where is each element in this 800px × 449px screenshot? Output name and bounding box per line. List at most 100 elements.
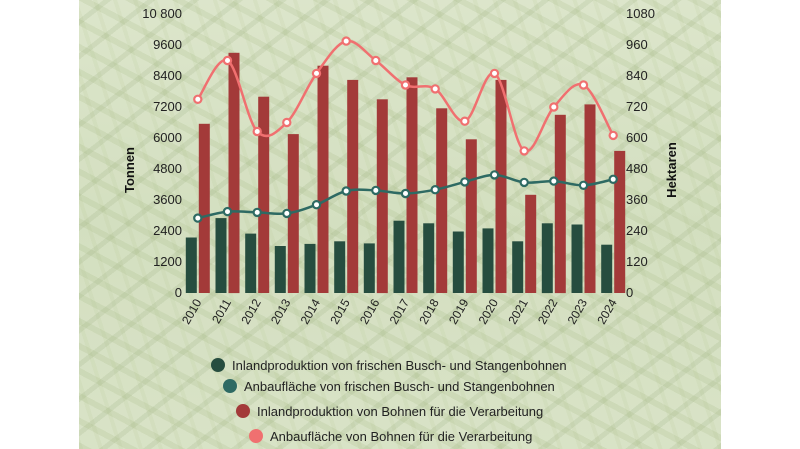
legend-marker-3 xyxy=(236,404,250,418)
bar-fresh-production-2017 xyxy=(393,220,405,293)
left-axis-ticks: 0 1200 2400 3600 4800 6000 7200 8400 9600 10 800 xyxy=(142,6,182,300)
point-processing-area-2020 xyxy=(489,68,500,79)
point-fresh-area-2013 xyxy=(282,208,292,219)
year-label-2010: 2010 xyxy=(179,296,205,326)
left-tick-label: 8400 xyxy=(153,68,182,83)
bar-processing-production-2021 xyxy=(525,194,537,293)
bar-fresh-production-2020 xyxy=(482,228,494,293)
bar-fresh-production-2023 xyxy=(571,224,583,293)
bar-processing-production-2018 xyxy=(436,108,448,293)
point-processing-area-2021 xyxy=(519,146,529,156)
bar-fresh-production-2016 xyxy=(363,243,375,293)
point-processing-area-2016 xyxy=(371,55,381,66)
year-label-2012: 2012 xyxy=(238,296,264,326)
point-processing-area-2015 xyxy=(341,36,351,46)
bar-processing-production-2017 xyxy=(406,77,418,293)
right-tick-label: 0 xyxy=(626,285,633,300)
left-tick-label: 0 xyxy=(175,285,182,300)
bar-processing-production-2020 xyxy=(495,79,507,294)
point-processing-area-2019 xyxy=(460,116,470,126)
point-fresh-area-2020 xyxy=(489,170,500,180)
left-tick-label: 10 800 xyxy=(142,6,182,21)
year-label-2020: 2020 xyxy=(476,296,502,326)
bar-fresh-production-2014 xyxy=(304,243,316,293)
year-label-2018: 2018 xyxy=(416,296,442,326)
point-processing-area-2012 xyxy=(252,126,262,137)
point-fresh-area-2017 xyxy=(400,188,411,199)
year-label-2016: 2016 xyxy=(357,296,383,326)
legend-label-3: Inlandproduktion von Bohnen für die Vera… xyxy=(257,404,543,419)
point-processing-area-2024 xyxy=(608,130,618,141)
left-tick-label: 2400 xyxy=(153,223,182,238)
point-fresh-area-2016 xyxy=(371,185,381,196)
year-label-2023: 2023 xyxy=(565,296,591,326)
bar-fresh-production-2010 xyxy=(185,237,197,293)
bar-fresh-production-2018 xyxy=(423,223,435,294)
point-processing-area-2022 xyxy=(549,102,559,112)
bar-processing-production-2012 xyxy=(258,96,270,293)
right-tick-label: 360 xyxy=(626,192,648,207)
point-fresh-area-2023 xyxy=(578,180,589,190)
bar-processing-production-2011 xyxy=(228,52,240,294)
left-tick-label: 4800 xyxy=(153,161,182,176)
bar-processing-production-2014 xyxy=(317,65,329,293)
legend: Inlandproduktion von frischen Busch- und… xyxy=(211,358,567,444)
point-fresh-area-2015 xyxy=(341,186,351,196)
bar-fresh-production-2012 xyxy=(245,233,257,293)
bar-processing-production-2010 xyxy=(198,123,210,293)
lines-layer xyxy=(193,36,618,223)
bar-processing-production-2016 xyxy=(376,99,388,294)
year-label-2024: 2024 xyxy=(594,296,620,326)
bar-fresh-production-2019 xyxy=(452,231,464,293)
bar-fresh-production-2011 xyxy=(215,218,227,293)
right-tick-label: 720 xyxy=(626,99,648,114)
legend-marker-1 xyxy=(211,358,225,372)
x-axis-tick-labels: 2010 2011 2012 2013 2014 2015 2016 2017 2018 2019… xyxy=(179,296,620,326)
year-label-2019: 2019 xyxy=(446,296,472,326)
bar-processing-production-2019 xyxy=(465,139,477,293)
left-tick-label: 3600 xyxy=(153,192,182,207)
right-tick-label: 840 xyxy=(626,68,648,83)
year-label-2017: 2017 xyxy=(387,296,413,326)
bar-processing-production-2023 xyxy=(584,104,596,294)
point-fresh-area-2010 xyxy=(193,213,203,223)
legend-marker-4 xyxy=(249,429,263,443)
bars-layer xyxy=(185,52,626,294)
right-axis-ticks: 0 120 240 360 480 600 720 840 960 1080 xyxy=(626,6,655,300)
bar-processing-production-2022 xyxy=(554,114,566,294)
legend-label-2: Anbaufläche von frischen Busch- und Stan… xyxy=(244,379,555,394)
point-processing-area-2023 xyxy=(578,80,589,90)
year-label-2011: 2011 xyxy=(209,296,234,326)
left-tick-label: 6000 xyxy=(153,130,182,145)
point-fresh-area-2014 xyxy=(311,199,322,210)
bar-processing-production-2015 xyxy=(347,79,359,294)
left-tick-label: 1200 xyxy=(153,254,182,269)
left-tick-label: 9600 xyxy=(153,37,182,52)
legend-label-4: Anbaufläche von Bohnen für die Verarbeit… xyxy=(270,429,532,444)
year-label-2013: 2013 xyxy=(268,296,294,326)
bar-processing-production-2024 xyxy=(614,150,626,293)
bar-fresh-production-2015 xyxy=(334,241,346,293)
point-fresh-area-2019 xyxy=(460,177,470,187)
point-processing-area-2011 xyxy=(222,55,233,66)
left-axis-title: Tonnen xyxy=(122,147,137,193)
point-processing-area-2017 xyxy=(400,80,411,90)
year-label-2021: 2021 xyxy=(505,296,531,326)
right-tick-label: 600 xyxy=(626,130,648,145)
point-processing-area-2013 xyxy=(282,117,292,128)
bar-fresh-production-2021 xyxy=(512,241,524,293)
bar-processing-production-2013 xyxy=(287,134,299,293)
bar-fresh-production-2022 xyxy=(541,223,553,294)
legend-label-1: Inlandproduktion von frischen Busch- und… xyxy=(232,358,567,373)
right-tick-label: 960 xyxy=(626,37,648,52)
year-label-2022: 2022 xyxy=(535,296,561,326)
point-fresh-area-2021 xyxy=(519,177,529,188)
right-tick-label: 1080 xyxy=(626,6,655,21)
point-fresh-area-2022 xyxy=(549,176,559,186)
right-axis-title: Hektaren xyxy=(664,142,679,198)
right-tick-label: 480 xyxy=(626,161,648,176)
point-processing-area-2018 xyxy=(430,84,440,94)
year-label-2015: 2015 xyxy=(327,296,353,326)
